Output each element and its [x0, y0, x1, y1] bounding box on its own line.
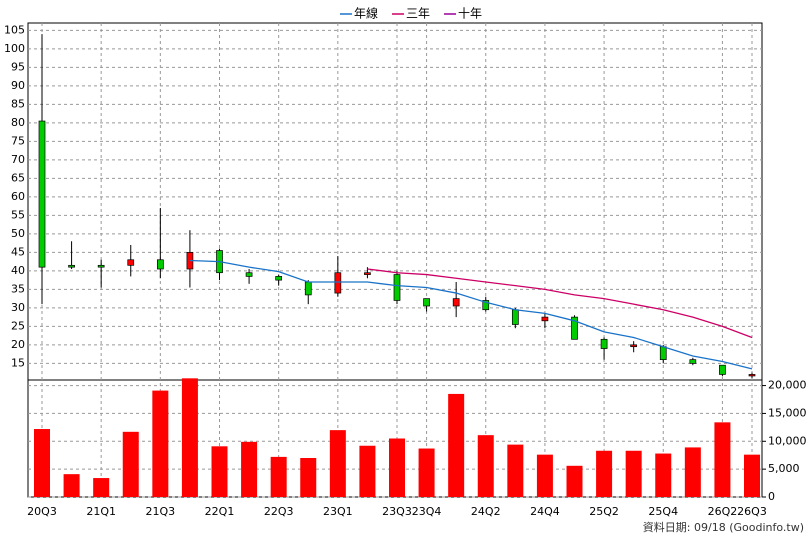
x-tick-label: 25Q2 — [589, 505, 619, 518]
volume-bar — [181, 378, 198, 497]
y-tick-label: 95 — [11, 60, 25, 73]
volume-bar — [536, 454, 553, 497]
volume-bar — [63, 474, 80, 497]
y-tick-label: 40 — [11, 264, 25, 277]
candle-body — [245, 272, 253, 277]
y-tick-label: 100 — [4, 42, 25, 55]
candle-body — [127, 259, 135, 266]
y-tick-label: 45 — [11, 245, 25, 258]
y2-tick-label: 20,000 — [768, 379, 807, 392]
volume-bar — [448, 393, 465, 497]
volume-bar — [270, 456, 287, 497]
x-tick-label: 23Q4 — [412, 505, 442, 518]
volume-bar — [34, 429, 50, 497]
volume-bar — [655, 453, 672, 497]
y-tick-label: 50 — [11, 227, 25, 240]
x-tick-label: 22Q3 — [264, 505, 294, 518]
legend-label: 十年 — [458, 7, 482, 21]
volume-bar — [714, 422, 731, 497]
y-tick-label: 80 — [11, 116, 25, 129]
legend-label: 三年 — [406, 7, 430, 21]
volume-bar — [684, 447, 701, 497]
candle-body — [97, 264, 105, 268]
candle-body — [334, 272, 342, 294]
y-tick-label: 105 — [4, 23, 25, 36]
legend-label: 年線 — [354, 6, 378, 21]
x-tick-label: 21Q3 — [146, 505, 176, 518]
series-line — [367, 268, 753, 339]
x-tick-label: 20Q3 — [27, 505, 57, 518]
candle-body — [38, 120, 46, 268]
volume-bar — [507, 444, 524, 497]
y-tick-label: 55 — [11, 208, 25, 221]
y-tick-label: 85 — [11, 97, 25, 110]
candle-body — [659, 346, 667, 361]
source-note: 資料日期: 09/18 (Goodinfo.tw) — [643, 520, 804, 534]
candle-body — [423, 298, 430, 307]
volume-bar — [152, 390, 169, 497]
volume-bar — [625, 450, 642, 497]
candle-body — [719, 364, 726, 375]
candle-body — [304, 281, 312, 296]
volume-bar — [359, 445, 376, 497]
x-tick-label: 24Q4 — [530, 505, 560, 518]
y-tick-label: 60 — [11, 190, 25, 203]
y-tick-label: 35 — [11, 282, 25, 295]
candle-body — [364, 272, 371, 275]
x-tick-label: 23Q1 — [323, 505, 353, 518]
plot-frame — [27, 22, 763, 498]
x-tick-label: 24Q2 — [471, 505, 501, 518]
candle-body — [275, 276, 283, 281]
volume-bar — [389, 438, 405, 497]
volume-bar — [566, 465, 583, 497]
y-tick-label: 30 — [11, 301, 25, 314]
volume-bar — [241, 441, 258, 497]
x-tick-label: 25Q4 — [648, 505, 678, 518]
candle-body — [393, 274, 401, 301]
y-tick-label: 15 — [11, 356, 25, 369]
y-tick-label: 65 — [11, 171, 25, 184]
x-tick-label: 26Q2 — [708, 505, 738, 518]
candle-body — [630, 344, 638, 348]
y-tick-label: 70 — [11, 153, 25, 166]
volume-bar — [211, 446, 228, 497]
y2-tick-label: 15,000 — [768, 406, 807, 419]
volume-bar — [329, 430, 346, 497]
candle-body — [452, 298, 460, 307]
x-tick-label: 26Q3 — [737, 505, 767, 518]
candle-body — [571, 316, 578, 340]
y-tick-label: 90 — [11, 79, 25, 92]
candle-body — [748, 374, 756, 377]
volume-bar — [477, 435, 494, 497]
volume-bar — [93, 478, 110, 497]
y-tick-label: 20 — [11, 338, 25, 351]
x-tick-label: 23Q3 — [382, 505, 412, 518]
volume-bar — [744, 454, 760, 497]
volume-bar — [596, 450, 613, 497]
y2-tick-label: 0 — [768, 490, 775, 503]
candle-body — [482, 300, 490, 311]
volume-bar — [418, 448, 435, 497]
y2-tick-label: 5,000 — [768, 462, 800, 475]
candle-body — [689, 359, 697, 364]
candle-body — [511, 309, 519, 325]
y2-tick-label: 10,000 — [768, 434, 807, 447]
y-tick-label: 25 — [11, 319, 25, 332]
x-tick-label: 21Q1 — [86, 505, 116, 518]
series-line — [189, 259, 753, 370]
candle-body — [156, 259, 164, 270]
y-tick-label: 75 — [11, 134, 25, 147]
candle-body — [541, 316, 549, 322]
candle-body — [68, 264, 75, 268]
volume-bar — [300, 458, 317, 497]
x-tick-label: 22Q1 — [205, 505, 235, 518]
candle-body — [600, 338, 608, 349]
volume-bar — [122, 431, 139, 497]
